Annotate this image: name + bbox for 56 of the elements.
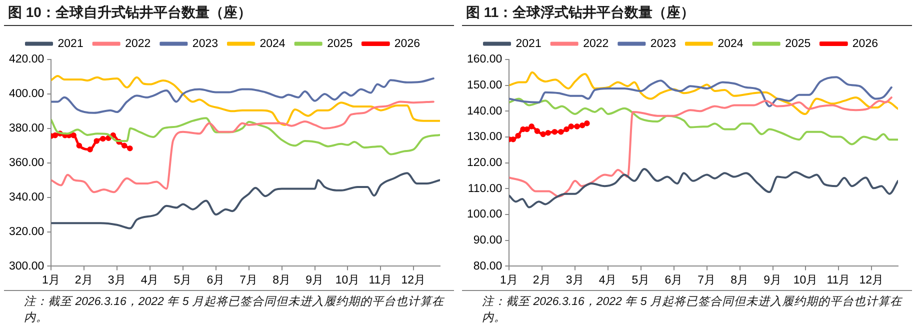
x-tick-label: 2月 [532,273,552,286]
x-tick-label: 4月 [140,273,160,286]
x-tick-label: 1月 [42,273,60,286]
y-tick-label: 360.00 [8,157,44,170]
y-tick-label: 110.00 [468,182,502,195]
legend-label: 2021 [516,38,542,50]
x-tick-label: 5月 [174,273,192,286]
x-tick-label: 8月 [272,273,292,286]
x-tick-label: 3月 [108,273,126,286]
x-tick-label: 10月 [793,273,818,286]
legend-label: 2026 [394,38,420,50]
y-tick-label: 90.00 [473,234,502,247]
x-tick-label: 7月 [240,273,258,286]
y-tick-label: 300.00 [8,260,44,272]
x-tick-label: 7月 [698,273,716,286]
y-tick-label: 380.00 [8,122,44,135]
x-tick-label: 6月 [206,273,226,286]
x-tick-label: 2月 [74,273,94,286]
x-tick-label: 1月 [500,273,518,286]
x-tick-label: 5月 [632,273,650,286]
x-tick-label: 3月 [566,273,584,286]
text: 注：截至 2026.3.16，2022 年 5 月起将已签合同但未进入履约期的平台也计算在内。 [462,290,912,326]
y-tick-label: 420.00 [8,54,44,66]
legend-label: 2022 [125,38,151,50]
legend-label: 2022 [583,38,609,50]
y-tick-label: 120.00 [466,157,502,170]
legend-label: 2024 [260,38,286,50]
y-tick-label: 320.00 [8,226,44,238]
y-tick-label: 100.00 [466,208,502,221]
text: 注：截至 2026.3.16，2022 年 5 月起将已签合同但未进入履约期的平台也计算在内。 [4,290,454,326]
x-tick-label: 11月 [368,273,393,286]
y-tick-label: 160.00 [466,54,502,66]
x-tick-label: 12月 [859,273,884,286]
x-tick-label: 12月 [401,273,426,286]
legend-label: 2023 [650,38,676,50]
legend-label: 2025 [327,38,353,50]
legend-label: 2025 [785,38,811,50]
x-tick-label: 6月 [664,273,684,286]
chart-title: 图 11：全球浮式钻井平台数量（座） [462,0,912,26]
y-tick-label: 400.00 [8,88,44,100]
y-tick-label: 150.00 [466,80,502,92]
legend-label: 2023 [192,38,218,50]
x-tick-label: 9月 [306,273,324,286]
chart-title: 图 10：全球自升式钻井平台数量（座） [4,0,454,26]
y-tick-label: 340.00 [8,191,44,204]
x-tick-label: 11月 [826,273,851,286]
x-tick-label: 8月 [730,273,750,286]
y-tick-label: 130.00 [466,131,502,144]
legend-label: 2021 [58,38,84,50]
y-tick-label: 140.00 [466,105,502,118]
x-tick-label: 4月 [598,273,618,286]
y-tick-label: 80.00 [473,260,502,272]
x-tick-label: 10月 [335,273,360,286]
x-tick-label: 9月 [764,273,782,286]
legend-label: 2026 [852,38,878,50]
legend-label: 2024 [718,38,744,50]
